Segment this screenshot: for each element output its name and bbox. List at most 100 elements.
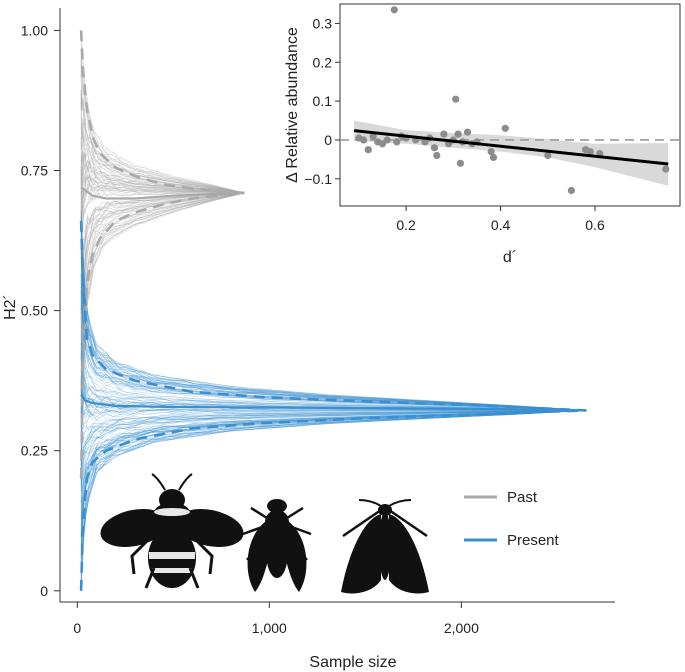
rarefaction-curve [80, 410, 587, 588]
rarefaction-curve [80, 176, 245, 222]
rarefaction-curve [80, 279, 587, 411]
rarefaction-curve [80, 410, 587, 588]
y-tick-label: 0 [40, 583, 48, 599]
rarefaction-curve [80, 86, 245, 194]
rarefaction-curve [80, 229, 587, 411]
rarefaction-curve [80, 226, 587, 411]
rarefaction-curve [80, 255, 587, 411]
present-mean-line [80, 394, 587, 412]
rarefaction-curve [80, 91, 245, 194]
rarefaction-curve [80, 216, 587, 411]
rarefaction-curve [80, 192, 245, 374]
scatter-point [567, 186, 576, 195]
rarefaction-curve [80, 410, 587, 581]
rarefaction-curve [80, 30, 245, 194]
rarefaction-curve [80, 149, 245, 194]
present-upper-interval-line [79, 220, 587, 412]
rarefaction-curve [80, 192, 245, 414]
rarefaction-curve [80, 409, 587, 424]
rarefaction-curve [80, 410, 587, 591]
scatter-point [440, 130, 448, 138]
rarefaction-curve [80, 192, 245, 258]
rarefaction-curve [80, 263, 587, 411]
rarefaction-curve [80, 164, 245, 194]
rarefaction-curve [80, 253, 587, 411]
rarefaction-curve [80, 410, 587, 458]
rarefaction-curve [80, 121, 245, 194]
rarefaction-curve [80, 404, 587, 429]
rarefaction-curve [80, 122, 245, 194]
present-lower-interval-line [79, 409, 587, 591]
rarefaction-curve [80, 190, 245, 237]
rarefaction-curve [80, 92, 245, 194]
rarefaction-curve [81, 410, 587, 466]
rarefaction-curve [80, 209, 587, 411]
rarefaction-curve [80, 234, 587, 411]
rarefaction-curve [80, 151, 245, 194]
scatter-point [430, 144, 438, 152]
rarefaction-curve [80, 176, 245, 218]
rarefaction-curve [80, 410, 587, 440]
rarefaction-curve [80, 250, 587, 411]
inset-x-tick-label: 0.2 [396, 217, 416, 233]
rarefaction-curve [80, 410, 587, 585]
rarefaction-curve [80, 410, 587, 576]
rarefaction-curve [80, 302, 587, 411]
rarefaction-curve [80, 46, 245, 194]
rarefaction-curve [80, 122, 245, 194]
rarefaction-curve [80, 192, 245, 384]
y-tick-label: 0.50 [21, 303, 48, 319]
rarefaction-curve [80, 80, 245, 194]
rarefaction-curve [80, 410, 587, 571]
rarefaction-curve [80, 192, 245, 312]
rarefaction-curve [80, 90, 245, 194]
rarefaction-curve [80, 294, 587, 411]
rarefaction-curve [80, 405, 587, 418]
past-curve-fan [80, 30, 245, 490]
rarefaction-curve [80, 410, 587, 481]
inset-y-tick-label: 0 [324, 132, 332, 148]
rarefaction-curve [80, 410, 587, 575]
rarefaction-curve [80, 410, 587, 480]
rarefaction-curve [80, 181, 245, 243]
inset-y-tick-label: 0.2 [313, 54, 333, 70]
rarefaction-curve [80, 174, 245, 219]
rarefaction-curve [80, 410, 587, 504]
rarefaction-curve [80, 410, 587, 453]
rarefaction-curve [80, 142, 245, 194]
rarefaction-curve [80, 166, 245, 203]
rarefaction-curve [80, 170, 245, 215]
rarefaction-curve [80, 192, 245, 327]
rarefaction-curve [80, 410, 587, 460]
rarefaction-curve [80, 248, 587, 411]
rarefaction-curve [80, 410, 587, 494]
rarefaction-curve [80, 187, 245, 245]
rarefaction-curve [80, 248, 587, 411]
scatter-point [433, 151, 441, 160]
rarefaction-curve [80, 410, 587, 462]
scatter-point [662, 165, 670, 173]
rarefaction-curve [80, 256, 587, 411]
y-tick-label: 0.75 [21, 163, 48, 179]
scatter-point [360, 136, 368, 144]
rarefaction-curve [80, 332, 587, 411]
rarefaction-curve [80, 214, 587, 411]
rarefaction-curve [80, 210, 587, 411]
regression-fit-line [354, 129, 669, 166]
scatter-point [544, 151, 552, 160]
rarefaction-curve [80, 126, 245, 194]
rarefaction-curve [80, 149, 245, 194]
rarefaction-curve [80, 392, 587, 416]
rarefaction-curve [80, 184, 245, 241]
x-tick-label: 1,000 [252, 620, 287, 636]
legend: Past Present [464, 489, 560, 549]
scatter-point [454, 130, 462, 138]
inset-y-tick-label: 0.3 [313, 15, 333, 31]
rarefaction-curve [80, 174, 245, 217]
rarefaction-curve [80, 169, 245, 204]
past-mean-line [80, 186, 245, 200]
inset-y-tick-label: 0.1 [313, 93, 333, 109]
rarefaction-curve [80, 246, 587, 411]
rarefaction-curve [80, 50, 245, 194]
scatter-point [390, 6, 398, 14]
